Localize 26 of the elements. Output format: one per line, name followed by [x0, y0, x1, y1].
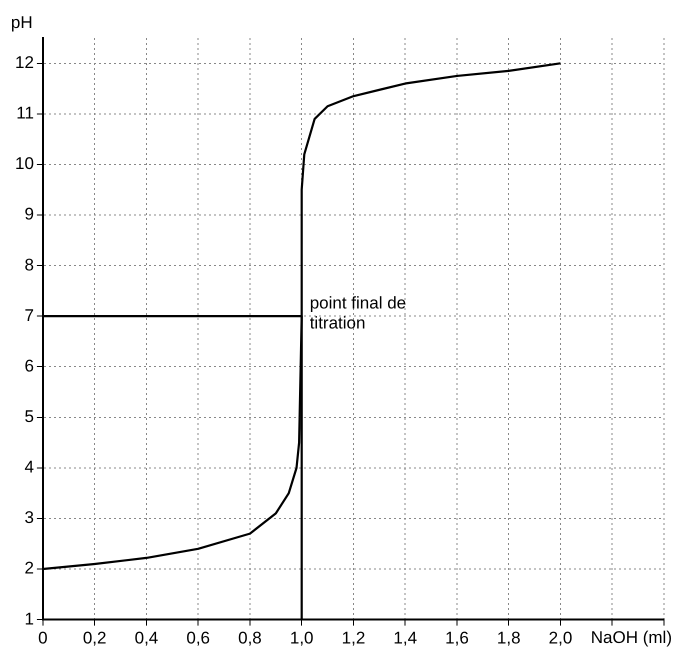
- y-tick-label: 5: [24, 406, 34, 426]
- x-tick-label: 0,6: [186, 628, 210, 648]
- y-tick-label: 9: [24, 204, 34, 224]
- y-tick-label: 4: [24, 458, 34, 477]
- x-tick-label: 1,0: [290, 628, 314, 648]
- x-tick-label: 0,8: [238, 628, 262, 648]
- x-tick-label: 2,0: [548, 628, 572, 648]
- x-tick-label: 1,8: [496, 628, 521, 648]
- y-tick-label: 12: [14, 52, 34, 72]
- y-tick-label: 10: [14, 154, 34, 174]
- y-tick-label: 2: [24, 558, 34, 578]
- y-tick-label: 11: [16, 104, 34, 123]
- annotation: point final de titration: [310, 293, 406, 332]
- x-tick-label: 1,6: [445, 628, 469, 648]
- x-tick-label: 0,2: [82, 628, 106, 648]
- y-tick-label: 3: [24, 508, 34, 528]
- y-tick-label: 8: [24, 255, 34, 274]
- x-tick-label: 0,4: [134, 628, 158, 648]
- y-tick-label: 1: [24, 609, 34, 628]
- x-tick-label: 0: [38, 628, 48, 648]
- x-tick-label: 1,2: [342, 628, 366, 648]
- y-axis-title: pH: [10, 13, 33, 32]
- y-tick-label: 7: [24, 306, 34, 325]
- y-tick-label: 6: [24, 356, 34, 376]
- x-tick-label: 1,4: [393, 628, 418, 648]
- x-axis-title: NaOH (ml): [590, 628, 672, 647]
